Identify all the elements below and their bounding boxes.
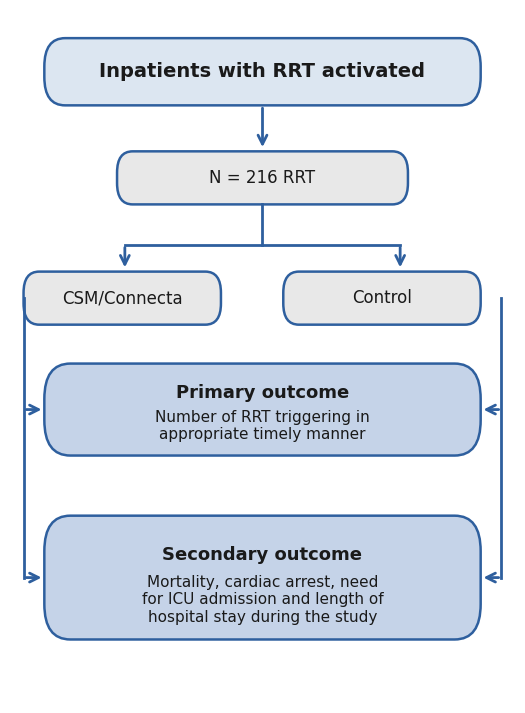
Text: Primary outcome: Primary outcome	[176, 384, 349, 402]
FancyBboxPatch shape	[284, 272, 481, 324]
Text: Secondary outcome: Secondary outcome	[163, 546, 362, 564]
FancyBboxPatch shape	[44, 39, 481, 106]
Text: Control: Control	[352, 289, 412, 307]
Text: Number of RRT triggering in
appropriate timely manner: Number of RRT triggering in appropriate …	[155, 410, 370, 442]
FancyBboxPatch shape	[44, 364, 481, 456]
FancyBboxPatch shape	[24, 272, 221, 324]
FancyBboxPatch shape	[117, 151, 408, 205]
Text: N = 216 RRT: N = 216 RRT	[209, 169, 316, 187]
Text: Mortality, cardiac arrest, need
for ICU admission and length of
hospital stay du: Mortality, cardiac arrest, need for ICU …	[142, 575, 383, 625]
Text: CSM/Connecta: CSM/Connecta	[62, 289, 183, 307]
FancyBboxPatch shape	[44, 515, 481, 640]
Text: Inpatients with RRT activated: Inpatients with RRT activated	[100, 62, 425, 81]
